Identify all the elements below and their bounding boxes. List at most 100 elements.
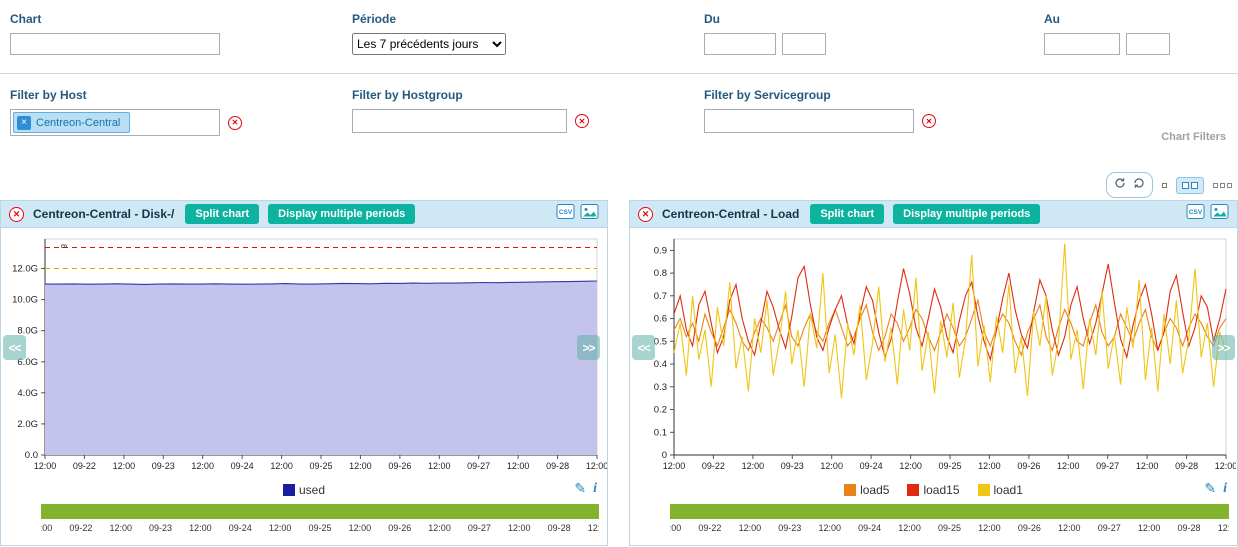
svg-text:12:00: 12:00 xyxy=(899,461,922,471)
legend-row: used ✎ i xyxy=(1,479,607,500)
clear-servicegroup-filter-icon[interactable]: ✕ xyxy=(922,114,936,128)
info-icon[interactable]: i xyxy=(1223,480,1227,496)
svg-text:12:00: 12:00 xyxy=(742,461,765,471)
display-multiple-periods-button[interactable]: Display multiple periods xyxy=(893,204,1041,224)
svg-text:0.2: 0.2 xyxy=(654,405,667,416)
svg-text:0.9: 0.9 xyxy=(654,245,667,256)
status-timeline[interactable] xyxy=(670,504,1229,519)
svg-text:0: 0 xyxy=(662,450,667,461)
svg-text:12:00: 12:00 xyxy=(586,461,607,471)
time-label: 09-25 xyxy=(308,523,332,533)
time-label: 12:00 xyxy=(348,523,372,533)
column-square-icon xyxy=(1182,181,1189,189)
svg-text:0.0: 0.0 xyxy=(25,450,38,461)
au-date-input[interactable] xyxy=(1044,33,1120,55)
clear-host-filter-icon[interactable]: ✕ xyxy=(228,115,242,130)
svg-text:12:00: 12:00 xyxy=(349,461,372,471)
svg-text:0.5: 0.5 xyxy=(654,336,667,347)
chart-input[interactable] xyxy=(10,33,220,55)
close-chart-icon[interactable]: ✕ xyxy=(638,206,653,222)
chart-panel-header: ✕ Centreon-Central - Disk-/ Split chart … xyxy=(1,201,607,228)
auto-refresh-icon[interactable] xyxy=(1114,176,1126,194)
time-label: 09-26 xyxy=(388,523,412,533)
chart-legend: used xyxy=(282,482,326,497)
chart-panel-disk: ✕ Centreon-Central - Disk-/ Split chart … xyxy=(0,200,608,546)
load-chart[interactable]: 0 0.1 0.2 0.3 0.4 0.5 0.6 0.7 0.8 0.9 12:00 09-22 12… xyxy=(630,231,1236,479)
svg-text:12:00: 12:00 xyxy=(663,461,686,471)
svg-text:12.0G: 12.0G xyxy=(12,264,38,275)
remove-host-tag-icon[interactable]: × xyxy=(17,115,31,130)
chart-title: Centreon-Central - Disk-/ xyxy=(33,207,175,221)
hostgroup-input[interactable] xyxy=(352,109,567,133)
scroll-right-button[interactable]: >> xyxy=(1212,335,1235,361)
legend-label: used xyxy=(298,482,326,497)
disk-usage-chart[interactable]: 0.0 2.0G 4.0G 6.0G 8.0G 10.0G 12.0G 12:00 09-22 1… xyxy=(1,231,607,479)
legend-color-swatch xyxy=(282,483,295,496)
filters-divider xyxy=(0,73,1238,74)
svg-text:09-26: 09-26 xyxy=(388,461,411,471)
au-time-input[interactable] xyxy=(1126,33,1170,55)
svg-text:4.0G: 4.0G xyxy=(17,388,38,399)
legend-label: load15 xyxy=(923,482,960,497)
filter-by-host-label: Filter by Host xyxy=(10,88,87,102)
legend-item[interactable]: load15 xyxy=(907,482,960,497)
time-label: 12:00 xyxy=(41,523,53,533)
legend-item[interactable]: load1 xyxy=(977,483,1023,497)
servicegroup-input[interactable] xyxy=(704,109,914,133)
chart-filters-section-label: Chart Filters xyxy=(1161,131,1226,143)
display-multiple-periods-button[interactable]: Display multiple periods xyxy=(268,204,416,224)
export-image-icon[interactable] xyxy=(1210,203,1229,225)
du-time-input[interactable] xyxy=(782,33,826,55)
clear-hostgroup-filter-icon[interactable]: ✕ xyxy=(575,114,589,128)
du-field: Du xyxy=(704,12,826,55)
svg-text:0.1: 0.1 xyxy=(654,427,667,438)
legend-label: load5 xyxy=(860,482,890,497)
time-label: 12:00 xyxy=(818,523,841,533)
svg-text:09-25: 09-25 xyxy=(938,461,961,471)
svg-text:0.4: 0.4 xyxy=(654,359,667,370)
svg-text:0.3: 0.3 xyxy=(654,382,667,393)
svg-text:09-24: 09-24 xyxy=(860,461,883,471)
svg-text:8.0G: 8.0G xyxy=(17,326,38,337)
svg-text:09-22: 09-22 xyxy=(702,461,725,471)
time-label: 12:00 xyxy=(109,523,132,533)
edit-icon[interactable]: ✎ xyxy=(574,480,587,496)
time-label: 12:00 xyxy=(1137,523,1161,533)
svg-text:12:00: 12:00 xyxy=(191,461,214,471)
svg-text:09-23: 09-23 xyxy=(152,461,175,471)
split-chart-button[interactable]: Split chart xyxy=(185,204,260,224)
export-csv-icon[interactable]: CSV xyxy=(556,203,575,225)
view-1-column-icon[interactable] xyxy=(1162,182,1167,188)
scroll-left-button[interactable]: << xyxy=(3,335,26,361)
refresh-icon[interactable] xyxy=(1133,176,1145,194)
servicegroup-filter-field: Filter by Servicegroup ✕ xyxy=(704,88,936,133)
legend-item[interactable]: used xyxy=(282,482,326,497)
svg-text:2.0G: 2.0G xyxy=(17,419,38,430)
view-3-columns-icon[interactable] xyxy=(1213,182,1232,188)
status-timeline[interactable] xyxy=(41,504,599,519)
host-tag-label: Centreon-Central xyxy=(36,116,121,129)
du-date-input[interactable] xyxy=(704,33,776,55)
view-2-columns-button[interactable] xyxy=(1176,176,1204,194)
legend-item[interactable]: load5 xyxy=(844,483,889,497)
svg-text:09-23: 09-23 xyxy=(781,461,804,471)
time-label: 12:00 xyxy=(1058,523,1081,533)
legend-color-swatch xyxy=(907,483,920,496)
column-square-icon xyxy=(1191,181,1198,189)
info-icon[interactable]: i xyxy=(593,480,597,496)
svg-text:12:00: 12:00 xyxy=(1136,461,1159,471)
close-chart-icon[interactable]: ✕ xyxy=(9,206,24,222)
host-filter-box[interactable]: × Centreon-Central xyxy=(10,109,220,136)
scroll-left-button[interactable]: << xyxy=(632,335,655,361)
edit-icon[interactable]: ✎ xyxy=(1204,480,1217,496)
export-csv-icon[interactable]: CSV xyxy=(1186,203,1205,225)
scroll-right-button[interactable]: >> xyxy=(577,335,600,361)
export-image-icon[interactable] xyxy=(580,203,599,225)
split-chart-button[interactable]: Split chart xyxy=(810,204,885,224)
host-tag[interactable]: × Centreon-Central xyxy=(13,112,131,133)
svg-text:12:00: 12:00 xyxy=(978,461,1001,471)
filter-by-hostgroup-label: Filter by Hostgroup xyxy=(352,88,463,102)
time-label: 09-22 xyxy=(69,523,93,533)
periode-select[interactable]: Les 7 précédents jours xyxy=(352,33,506,55)
chart-view-toolbar xyxy=(1106,172,1232,198)
